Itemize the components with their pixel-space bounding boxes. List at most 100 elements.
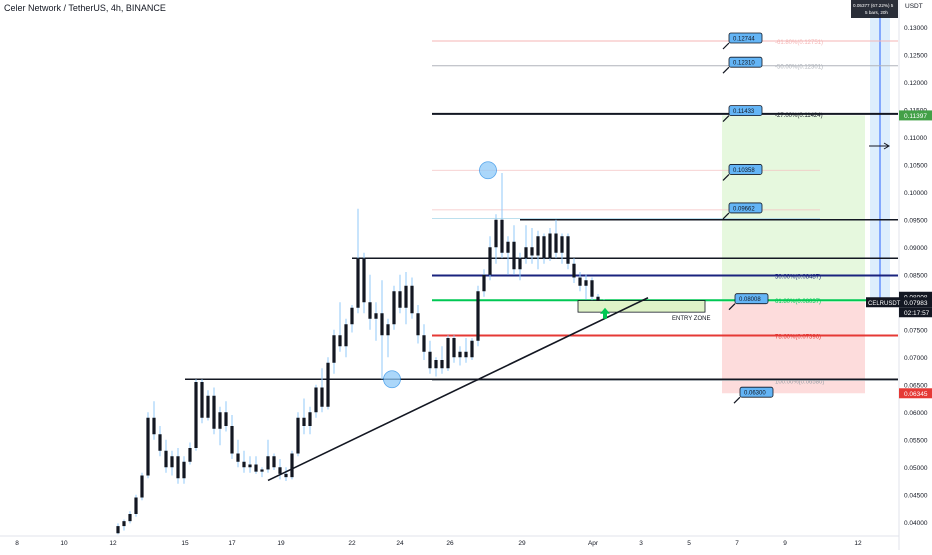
fib-level-label: -61.80%(0.12751) xyxy=(775,40,823,46)
x-tick-label: 17 xyxy=(228,540,236,547)
stop-price-badge: 0.06345 xyxy=(904,391,928,398)
price-callout-pointer xyxy=(722,174,730,181)
y-tick-label: 0.05000 xyxy=(904,465,928,472)
candle-body xyxy=(188,448,192,462)
candle-body xyxy=(218,412,222,429)
candle-body xyxy=(194,382,198,448)
candle-body xyxy=(236,453,240,462)
candle-body xyxy=(386,324,390,336)
candle-body xyxy=(488,247,492,275)
current-price-badge-bg xyxy=(899,291,932,302)
candle-body xyxy=(476,291,480,341)
candle-body xyxy=(320,387,324,407)
candle-body xyxy=(368,302,372,319)
x-tick-label: 5 xyxy=(687,540,691,547)
candles-layer xyxy=(116,173,606,535)
y-tick-label: 0.09500 xyxy=(904,217,928,224)
y-tick-label: 0.07500 xyxy=(904,327,928,334)
candle-body xyxy=(578,277,582,286)
price-callout-pointer xyxy=(722,66,730,74)
candle-body xyxy=(362,258,366,303)
candle-body xyxy=(410,285,414,314)
y-tick-label: 0.09000 xyxy=(904,245,928,252)
x-tick-label: 19 xyxy=(277,540,285,547)
candle-body xyxy=(152,417,156,435)
candle-body xyxy=(248,464,252,468)
candle-body xyxy=(536,236,540,256)
candle-body xyxy=(380,313,384,336)
price-callout-box xyxy=(728,164,763,175)
measure-box-line2: 5 bars, 20h xyxy=(865,10,888,15)
price-callout-box xyxy=(728,56,763,68)
x-tick-label: 29 xyxy=(518,540,526,547)
candle-body xyxy=(530,247,534,256)
fib-level-label: 50.00%(0.08487) xyxy=(775,274,821,280)
candle-body xyxy=(344,324,348,347)
candle-body xyxy=(164,450,168,468)
candle-body xyxy=(128,514,132,522)
candle-body xyxy=(524,247,528,259)
y-tick-label: 0.04500 xyxy=(904,492,928,499)
x-tick-label: 12 xyxy=(109,540,117,547)
symbol-badge: CELRUSDT xyxy=(868,301,901,307)
current-price-badge-2-bg xyxy=(899,297,932,308)
position-zones-layer xyxy=(722,8,890,394)
candle-body xyxy=(440,360,444,369)
price-callout-pointer xyxy=(728,303,736,311)
entry-zone-box xyxy=(577,300,706,313)
candle-body xyxy=(596,296,600,303)
candle-body xyxy=(572,263,576,278)
candle-body xyxy=(170,456,174,468)
candle-body xyxy=(506,241,510,253)
price-callout-box xyxy=(728,32,763,44)
y-tick-label: 0.05500 xyxy=(904,437,928,444)
measure-box xyxy=(851,0,898,18)
candle-body xyxy=(296,417,300,454)
countdown: 02:17:57 xyxy=(904,310,930,317)
price-callout-box xyxy=(728,202,763,214)
y-tick-label: 0.08500 xyxy=(904,272,928,279)
candle-body xyxy=(290,453,294,478)
symbol-badge-bg xyxy=(866,297,899,308)
candle-body xyxy=(116,526,120,534)
candle-body xyxy=(374,313,378,319)
price-callout-text: 0.11433 xyxy=(733,109,755,115)
green-up-arrow-icon xyxy=(600,307,610,319)
y-tick-label: 0.10000 xyxy=(904,190,928,197)
x-tick-label: 3 xyxy=(639,540,643,547)
candle-body xyxy=(560,236,564,253)
price-callout-pointer xyxy=(733,396,741,404)
countdown-bg xyxy=(899,307,932,318)
candle-body xyxy=(566,236,570,264)
loss-zone xyxy=(722,302,865,394)
candle-body xyxy=(350,307,354,325)
candle-body xyxy=(416,313,420,336)
candle-body xyxy=(302,417,306,426)
candle-body xyxy=(308,412,312,426)
drawings-layer: ENTRY ZONE 0.12744 0.12310 0.11433 0.10358 0.… xyxy=(267,32,890,482)
candle-body xyxy=(392,291,396,325)
price-callout-text: 0.12310 xyxy=(733,61,755,67)
y-tick-label: 0.07000 xyxy=(904,355,928,362)
candle-body xyxy=(212,395,216,429)
candle-body xyxy=(332,335,336,363)
y-tick-label: 0.13000 xyxy=(904,25,928,32)
candle-body xyxy=(314,387,318,413)
y-tick-label: 0.06000 xyxy=(904,410,928,417)
highlight-circle xyxy=(479,161,497,180)
fib-level-label: 61.80%(0.08037) xyxy=(775,299,821,305)
candle-body xyxy=(224,412,228,426)
trendline xyxy=(267,297,649,482)
x-tick-label: Apr xyxy=(588,540,599,547)
y-tick-label: 0.12500 xyxy=(904,52,928,59)
price-callout-pointer xyxy=(722,42,730,50)
candle-body xyxy=(254,464,258,472)
price-callout-text: 0.08008 xyxy=(739,297,761,303)
price-callout-text: 0.12744 xyxy=(733,37,755,43)
price-callout-text: 0.09662 xyxy=(733,206,755,212)
fib-level-label: 78.60%(0.07396) xyxy=(775,334,821,340)
arrow-right-icon-head xyxy=(883,142,890,150)
